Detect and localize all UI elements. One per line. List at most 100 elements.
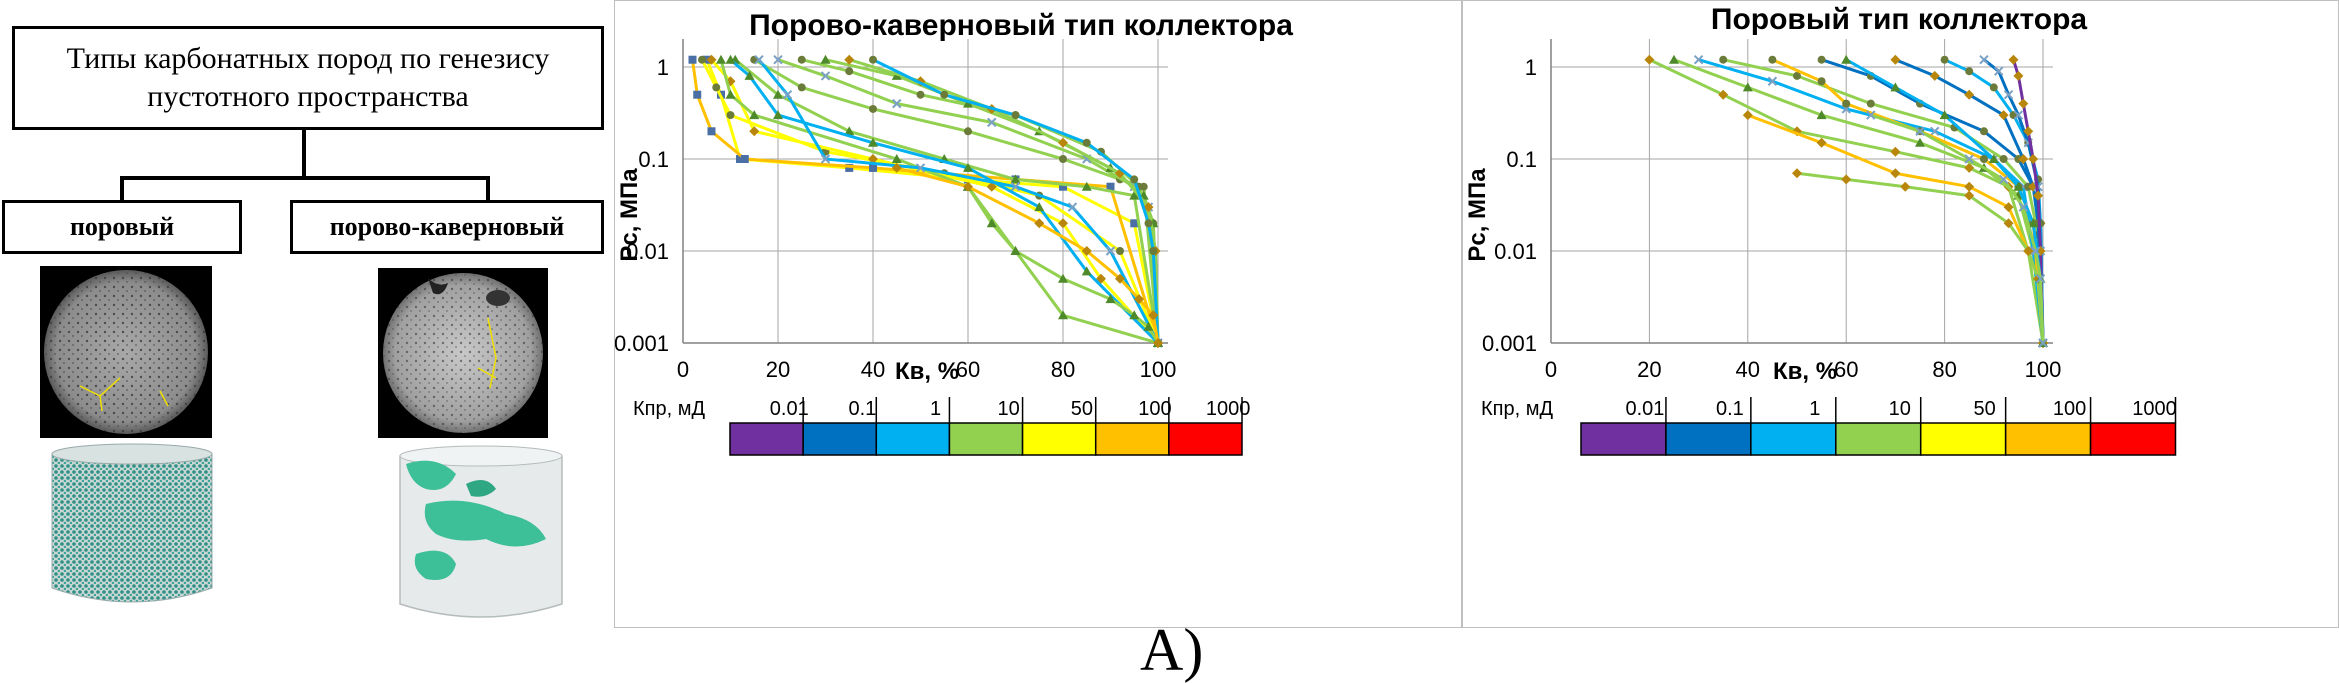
x-tick-label: 60 xyxy=(1834,357,1858,382)
data-point xyxy=(868,154,878,164)
colorbar-segment xyxy=(1835,422,1922,456)
y-tick-label: 1 xyxy=(1525,55,1537,80)
chart-panel-pore: Поровый тип коллектора 1 0.1 0.01 0.001 0 20 40… xyxy=(1462,0,2339,628)
data-point xyxy=(1842,99,1851,108)
x-tick-label: 0 xyxy=(677,357,689,382)
chart-panel-pore-cavern: Порово-каверновый тип коллектора 1 0.1 0.01… xyxy=(614,0,1462,628)
data-point xyxy=(1964,190,1975,201)
connector-vertical xyxy=(302,130,306,178)
type-label-pore: поровый xyxy=(69,212,175,241)
data-point xyxy=(1964,181,1975,192)
type-label-pore-cavern: порово-каверновый xyxy=(329,212,565,241)
data-point xyxy=(1718,89,1729,100)
data-point xyxy=(1034,202,1045,212)
data-point xyxy=(1768,55,1777,64)
figure-caption: А) xyxy=(1140,617,1204,683)
data-point xyxy=(1742,82,1753,92)
data-point xyxy=(1130,175,1139,184)
data-point xyxy=(2003,202,2014,213)
data-point xyxy=(1129,310,1140,320)
x-tick-label: 20 xyxy=(766,357,790,382)
data-point xyxy=(1964,162,1975,173)
data-point xyxy=(2018,202,2029,212)
x-axis-label: Кв, % xyxy=(895,358,959,385)
connector-horizontal xyxy=(120,176,490,180)
data-point xyxy=(1979,155,1988,163)
y-tick-label: 0.01 xyxy=(1494,239,1537,264)
data-point xyxy=(1866,110,1876,120)
data-point xyxy=(869,104,877,113)
data-point xyxy=(773,89,783,99)
y-tick-label: 0.001 xyxy=(615,331,669,356)
data-point xyxy=(1115,273,1125,284)
data-point xyxy=(1841,54,1852,64)
data-point xyxy=(698,55,706,64)
data-point xyxy=(891,154,902,163)
data-point xyxy=(749,110,760,120)
scheme-title-line-2: пустотного пространства xyxy=(147,80,469,113)
data-point xyxy=(940,90,949,99)
colorbar-segment xyxy=(2089,422,2177,456)
series-line-1 xyxy=(1673,58,2045,344)
data-point xyxy=(688,55,697,64)
data-point xyxy=(1988,154,1999,163)
data-point xyxy=(1143,202,1154,213)
data-point xyxy=(1010,246,1021,255)
data-point xyxy=(1915,137,1925,147)
data-point xyxy=(1148,310,1159,321)
series-line-11 xyxy=(1796,171,2045,344)
series-line-14 xyxy=(966,185,1160,344)
data-point xyxy=(1915,126,1925,137)
data-point xyxy=(1994,66,2004,76)
data-point xyxy=(2003,218,2014,229)
data-point xyxy=(736,155,744,163)
data-point xyxy=(1979,55,1989,65)
x-tick-label: 80 xyxy=(1051,357,1075,382)
data-point xyxy=(2003,89,2014,100)
colorbar-segment xyxy=(875,422,951,456)
data-point xyxy=(2013,70,2024,81)
data-point xyxy=(1965,67,1974,76)
colorbar-segment xyxy=(2004,422,2092,456)
data-point xyxy=(1059,182,1067,191)
data-point xyxy=(820,154,831,164)
data-point xyxy=(2033,190,2044,201)
data-point xyxy=(2018,98,2029,109)
data-point xyxy=(1644,54,1655,65)
data-point xyxy=(1979,127,1988,136)
data-point xyxy=(1900,181,1911,192)
scheme-title-box: Типы карбонатных пород по генезису пусто… xyxy=(12,26,604,130)
y-tick-label: 0.01 xyxy=(626,239,669,264)
data-point xyxy=(1890,146,1901,157)
y-tick-label: 0.1 xyxy=(1506,147,1537,172)
data-point xyxy=(749,126,760,137)
data-point xyxy=(1144,219,1153,228)
colorbar-segment xyxy=(802,422,878,456)
colorbar-segment xyxy=(729,422,804,456)
data-point xyxy=(1998,174,2009,185)
x-tick-label: 40 xyxy=(861,357,885,382)
colorbar-tick: 1 xyxy=(930,398,941,420)
series-line-15 xyxy=(896,166,1160,344)
data-point xyxy=(1816,137,1827,148)
data-point xyxy=(1134,294,1144,305)
colorbar-tick: 0.01 xyxy=(1626,398,1665,420)
colorbar-segment xyxy=(1919,422,2007,456)
data-point xyxy=(1816,110,1827,120)
series-line-11 xyxy=(757,58,1160,344)
data-point xyxy=(868,137,878,147)
data-point xyxy=(1964,154,1974,164)
colorbar-segment xyxy=(1580,422,1667,456)
colorbar-tick: 100 xyxy=(2053,398,2086,420)
data-point xyxy=(2013,181,2024,191)
x-axis-label: Кв, % xyxy=(1773,358,1837,385)
colorbar-tick: 10 xyxy=(998,398,1020,420)
y-tick-label: 0.1 xyxy=(638,147,669,172)
data-point xyxy=(1011,111,1020,120)
series-line-6 xyxy=(1943,58,2045,344)
data-point xyxy=(2035,273,2046,284)
colorbar-tick: 10 xyxy=(1889,398,1911,420)
data-point xyxy=(2038,338,2048,348)
data-point xyxy=(1129,190,1140,200)
y-tick-label: 1 xyxy=(657,55,669,80)
